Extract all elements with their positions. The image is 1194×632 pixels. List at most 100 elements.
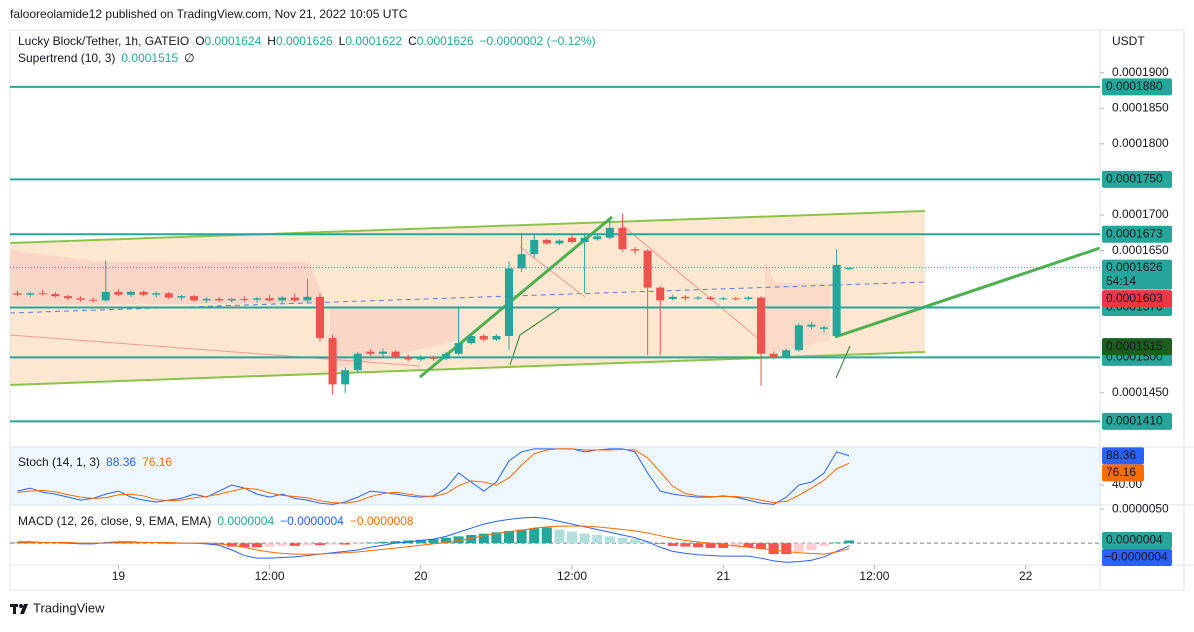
- indicator-flag: ∅: [184, 51, 194, 65]
- histogram-bar: [592, 535, 603, 544]
- candle-body: [794, 325, 803, 351]
- indicator-value: 0.0001515: [121, 51, 178, 65]
- candle-body: [807, 324, 816, 327]
- trend-line: [419, 215, 613, 379]
- candle-body: [378, 351, 388, 354]
- histogram-bar: [604, 536, 615, 544]
- histogram-bar: [377, 541, 389, 544]
- histogram-bar: [453, 536, 464, 544]
- value-box: [1102, 531, 1172, 549]
- trend-line: [621, 224, 761, 341]
- histogram-bar: [466, 535, 477, 544]
- ohlc-value: 0.0001626: [417, 34, 474, 48]
- candle-body: [315, 296, 325, 339]
- candle-body: [567, 237, 577, 243]
- supertrend-fill: [10, 250, 325, 305]
- candle-body: [782, 350, 791, 358]
- ohlc-value: 0.0001624: [205, 34, 262, 48]
- candle-body: [580, 237, 589, 243]
- indicator-title: MACD (12, 26, close, 9, EMA, EMA): [18, 514, 211, 528]
- histogram-bar: [579, 533, 590, 544]
- brand: TradingView: [33, 600, 105, 615]
- last-price-box: [1102, 259, 1172, 290]
- histogram-bar: [529, 528, 540, 544]
- candle-body: [38, 293, 47, 295]
- candle-body: [845, 267, 854, 270]
- candle-body: [643, 250, 652, 288]
- macd-legend: MACD (12, 26, close, 9, EMA, EMA) 0.00000…: [18, 514, 414, 528]
- candle-body: [706, 297, 715, 299]
- channel-top: [9, 210, 926, 244]
- candle-body: [656, 287, 665, 301]
- histogram-bar: [239, 543, 250, 548]
- candle-body: [441, 353, 451, 359]
- logo-part: [13, 604, 16, 614]
- histogram-bar: [617, 537, 628, 544]
- candle-body: [164, 293, 173, 298]
- histogram-bar: [566, 531, 578, 544]
- logo-part: [19, 604, 23, 608]
- candle-body: [756, 297, 766, 354]
- histogram-bar: [718, 543, 729, 548]
- indicator-value: 76.16: [142, 455, 172, 469]
- histogram-bar: [277, 543, 288, 546]
- histogram-bar: [302, 543, 313, 546]
- candle-body: [719, 298, 728, 300]
- ohlc-key: C: [408, 34, 417, 48]
- indicator-title: Stoch (14, 1, 3): [18, 455, 100, 469]
- candle-body: [555, 240, 564, 244]
- candle-body: [290, 297, 299, 301]
- x-tick-label: 21: [717, 569, 731, 583]
- candle-body: [744, 297, 753, 299]
- channel-fill: [10, 211, 925, 385]
- y-tick-label: 0.0000050: [1112, 501, 1169, 515]
- candle-body: [618, 227, 627, 250]
- candle-body: [177, 296, 186, 298]
- candle-body: [492, 335, 501, 340]
- histogram-bar: [327, 543, 338, 545]
- histogram-bar: [390, 541, 401, 544]
- histogram-bar: [503, 530, 515, 544]
- level-label: 0.0001410: [1106, 414, 1163, 428]
- level-label: 0.0001750: [1106, 172, 1163, 186]
- histogram-bar: [314, 543, 326, 546]
- stoch-background: [10, 447, 1100, 505]
- indicator-value: 0.0000004: [217, 514, 274, 528]
- histogram-bar: [516, 529, 527, 544]
- ohlc-key: O: [195, 34, 204, 48]
- histogram-bar: [264, 543, 275, 547]
- supertrend-line: [9, 334, 421, 367]
- candle-body: [215, 298, 224, 301]
- histogram-bar: [680, 543, 691, 547]
- stoch-legend: Stoch (14, 1, 3) 88.36 76.16: [18, 455, 172, 469]
- change: −0.0000002 (−0.12%): [480, 34, 596, 48]
- brand-logo: [10, 604, 28, 614]
- y-tick-label: 0.0001900: [1112, 65, 1169, 79]
- candle-body: [101, 291, 110, 301]
- candle-body: [341, 370, 350, 385]
- histogram-bar: [831, 542, 842, 544]
- symbol: Lucky Block/Tether, 1h, GATEIO: [18, 34, 189, 48]
- histogram-bar: [806, 543, 817, 550]
- candle-body: [668, 296, 677, 299]
- candle-body: [693, 297, 703, 299]
- histogram-bar: [768, 543, 779, 555]
- indicator-value: 88.36: [106, 455, 136, 469]
- histogram-bar: [743, 543, 754, 548]
- candle-body: [467, 335, 476, 344]
- x-tick-label: 19: [112, 569, 126, 583]
- candle-body: [391, 351, 400, 358]
- candle-body: [152, 293, 161, 295]
- candle-body: [328, 338, 337, 385]
- histogram-bar: [365, 542, 376, 544]
- stoch-line: [17, 448, 850, 504]
- histogram-bar: [440, 537, 452, 544]
- level-label-box: [1102, 412, 1172, 430]
- supertrend-line: [835, 345, 851, 379]
- candle-body: [542, 239, 551, 244]
- histogram-bar: [340, 543, 351, 545]
- candle-body: [278, 297, 287, 301]
- supertrend-box: [1102, 338, 1172, 356]
